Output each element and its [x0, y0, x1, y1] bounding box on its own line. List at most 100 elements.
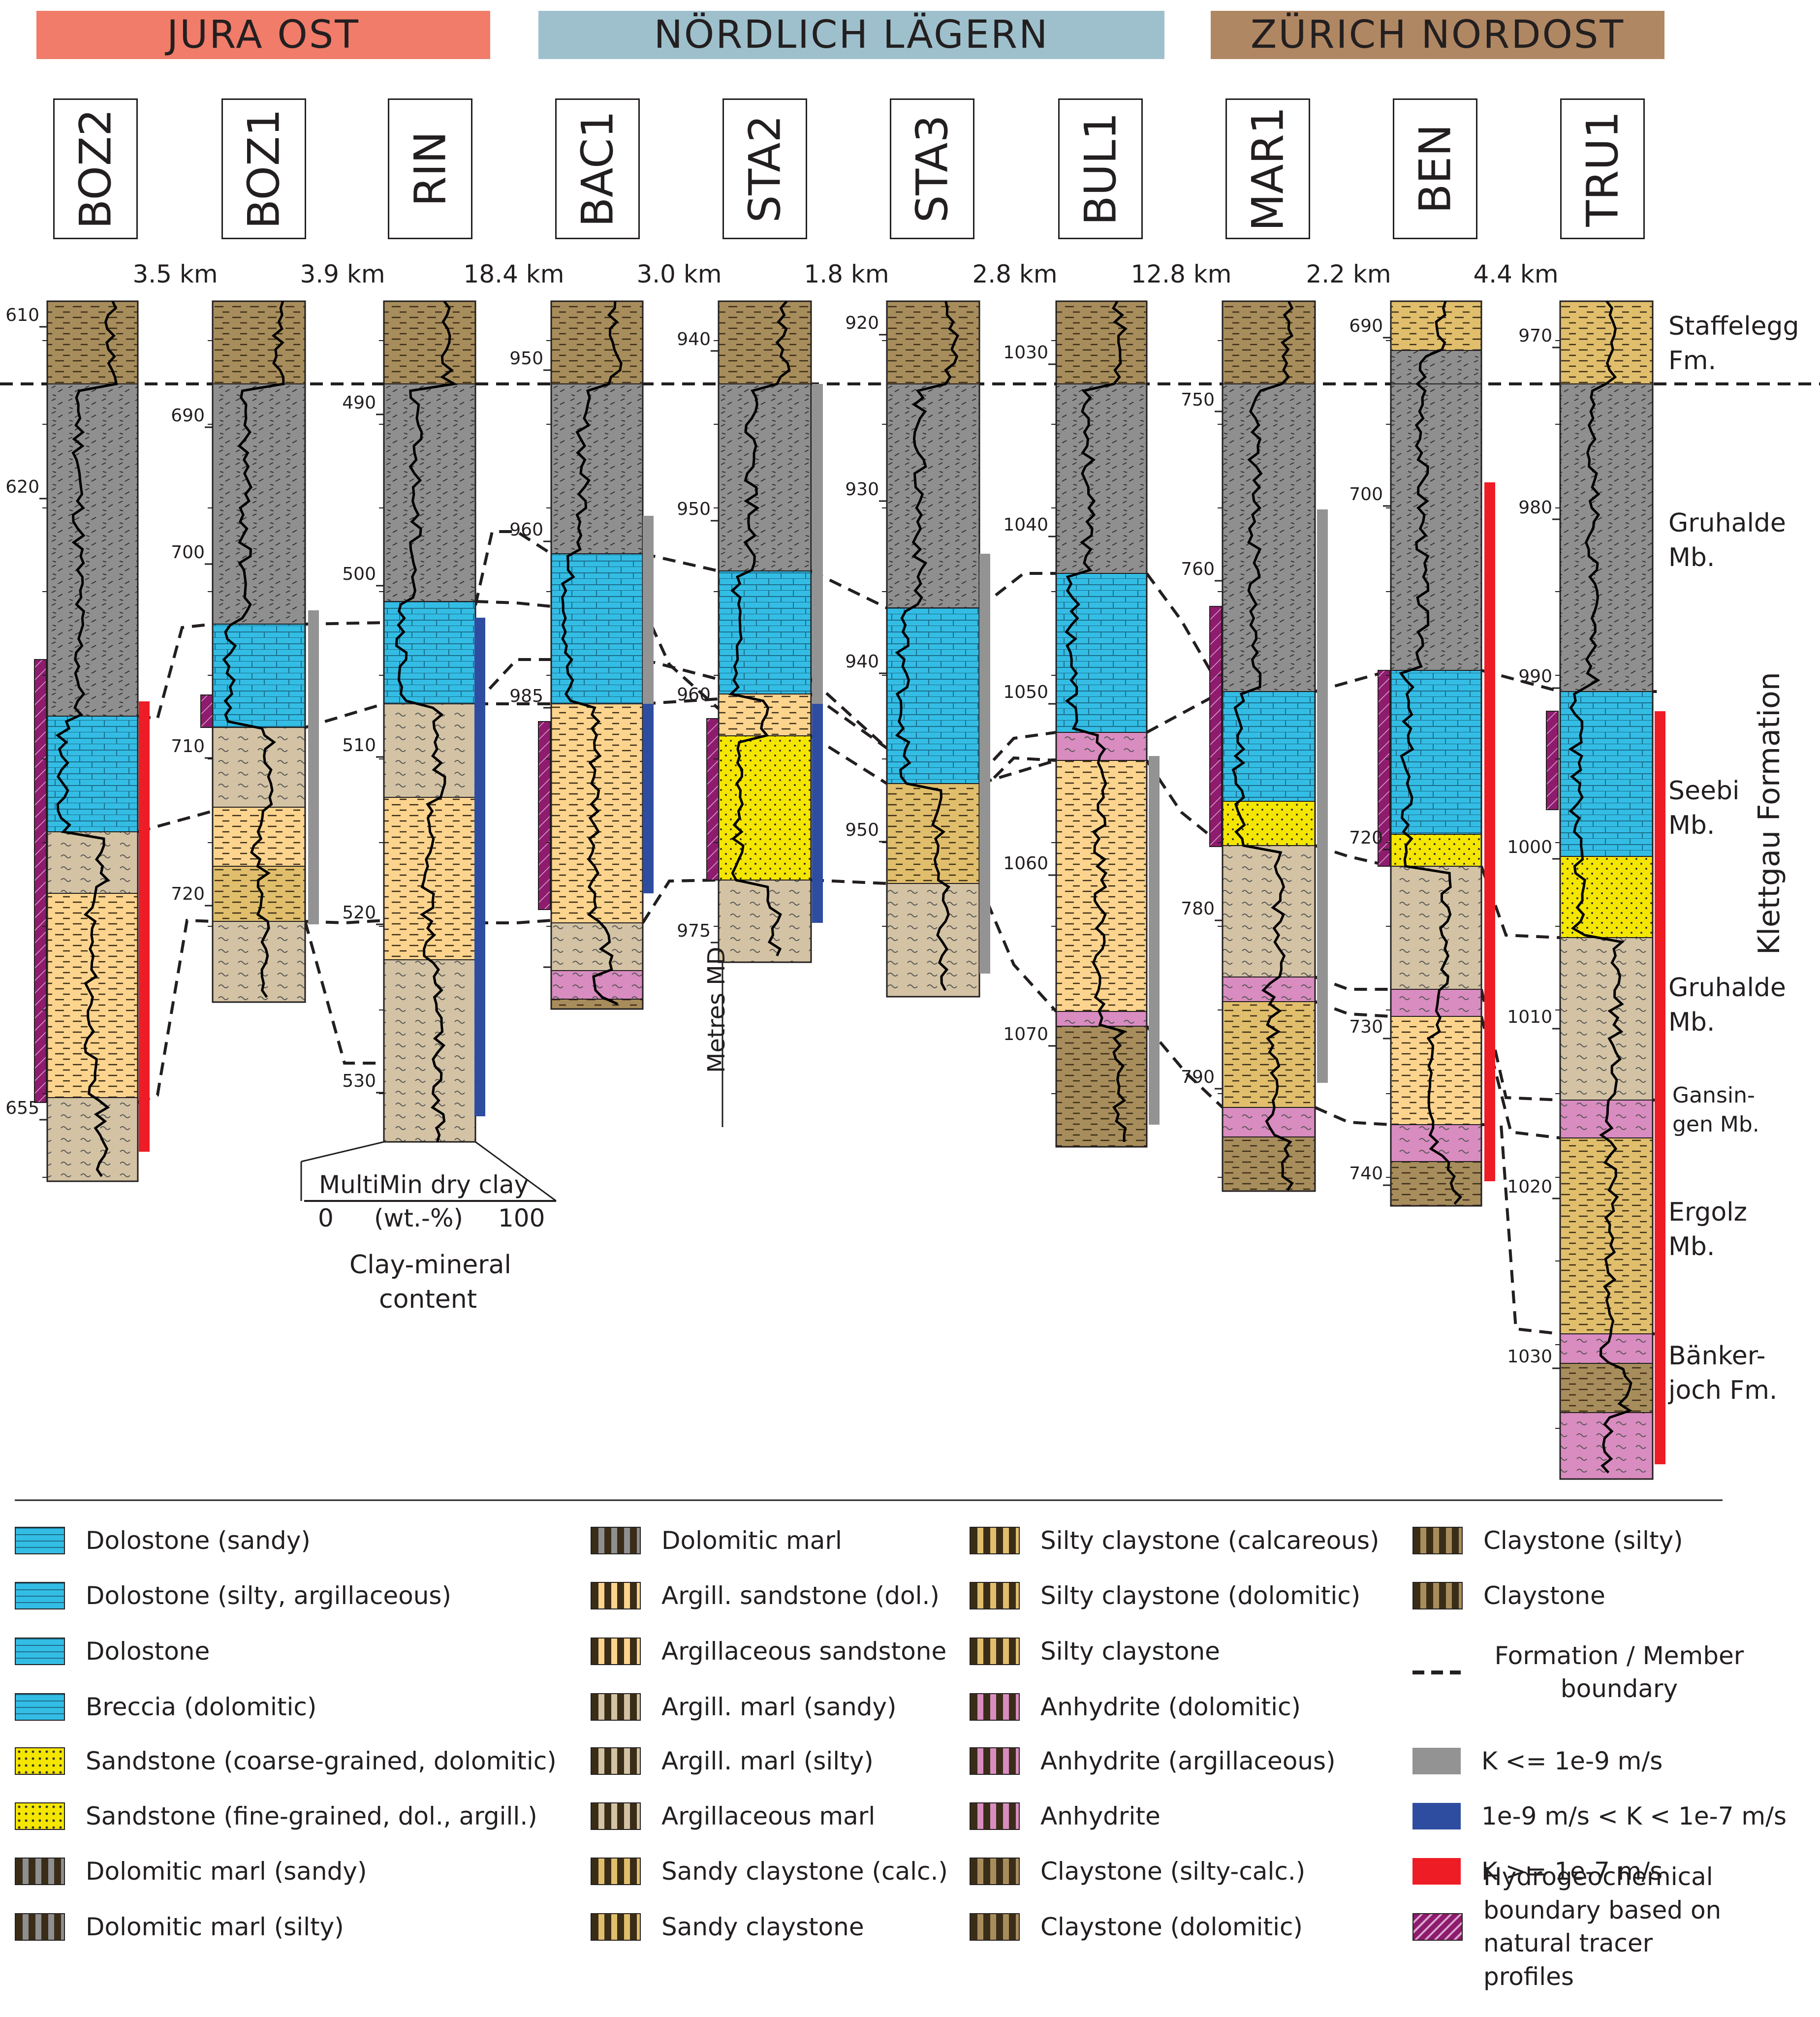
unit-label-baenkerjoch: Bänker-joch Fm. [1668, 1341, 1778, 1406]
legend-swatch [970, 1858, 1020, 1885]
depth-label: 1010 [1507, 1007, 1552, 1027]
legend-label: K <= 1e-9 m/s [1481, 1747, 1663, 1775]
depth-label: 720 [171, 884, 205, 904]
correlation-line [474, 530, 1224, 693]
legend-swatch [1412, 1527, 1463, 1554]
legend-item: Silty claystone [970, 1637, 1220, 1666]
dolostone-layer-pattern [887, 608, 979, 784]
argillaceous-marl-layer-pattern [1391, 866, 1481, 989]
depth-label: 500 [342, 564, 376, 584]
legend-label: 1e-9 m/s < K < 1e-7 m/s [1481, 1802, 1787, 1830]
dolomitic-marl-layer-pattern [47, 384, 138, 716]
depth-label: 730 [1349, 1017, 1383, 1037]
correlation-line [978, 731, 1057, 777]
dolomitic-marl-layer-pattern [887, 384, 979, 608]
depth-label: 980 [1518, 498, 1552, 518]
depth-label: 690 [171, 406, 205, 426]
depth-label: 990 [1518, 666, 1552, 687]
legend-label: Claystone (silty-calc.) [1040, 1857, 1306, 1886]
conductivity-bar-red [1484, 482, 1495, 1181]
claystone-layer-pattern [887, 301, 979, 384]
legend-label: Anhydrite [1040, 1802, 1161, 1830]
correlation-line [305, 919, 384, 925]
well-column-bul1 [1048, 300, 1160, 1148]
legend-label: Dolostone (silty, argillaceous) [86, 1581, 451, 1610]
depth-label: 985 [509, 686, 543, 706]
legend-swatch [1412, 1803, 1461, 1829]
depth-label: 780 [1181, 899, 1215, 919]
legend-swatch [970, 1527, 1020, 1554]
clay-content-curve [55, 300, 118, 1177]
depth-label: 1020 [1507, 1177, 1552, 1197]
legend-label: Claystone (dolomitic) [1040, 1913, 1303, 1941]
argillaceous-sandstone-layer-pattern [719, 694, 811, 736]
legend-item: Hydrogeochemical boundary based on natur… [1412, 1862, 1739, 1991]
well-column-boz1 [200, 300, 319, 1003]
legend-swatch [591, 1913, 641, 1941]
legend-swatch [591, 1858, 641, 1885]
well-label-tru1: TRU1 [1560, 98, 1645, 239]
legend-label: Argill. marl (sandy) [661, 1693, 897, 1721]
well-spacing: 3.0 km [636, 260, 722, 288]
legend-item: Argillaceous sandstone [591, 1637, 946, 1666]
region-banner-zuerich-nordost: ZÜRICH NORDOST [1211, 11, 1664, 59]
depth-label: 1040 [1003, 515, 1048, 535]
depth-label: 510 [342, 735, 376, 756]
depth-label: 740 [1349, 1164, 1383, 1184]
legend-swatch [591, 1582, 641, 1609]
legend-label: Argillaceous sandstone [661, 1637, 947, 1666]
conductivity-bar-gray [308, 610, 319, 924]
legend-item: Dolostone [15, 1637, 210, 1666]
legend-label: Dolostone (sandy) [86, 1526, 311, 1555]
argillaceous-marl-layer-pattern [47, 1098, 138, 1181]
depth-label: 1070 [1003, 1024, 1048, 1044]
dolostone-layer-pattern [551, 554, 643, 704]
dolomitic-marl-layer-pattern [1391, 384, 1481, 670]
legend-item: Formation / Member boundary [1412, 1641, 1757, 1703]
well-column-outline [1559, 300, 1654, 1480]
argillaceous-marl-layer-pattern [213, 727, 305, 807]
legend-swatch [15, 1747, 65, 1775]
legend-label: Claystone (silty) [1483, 1526, 1683, 1555]
well-label-boz1: BOZ1 [221, 98, 306, 239]
scale-connector [301, 1141, 384, 1163]
legend-label: Claystone [1483, 1581, 1605, 1610]
legend-swatch [15, 1582, 65, 1609]
depth-label: 610 [5, 305, 39, 325]
well-column-outline [718, 300, 812, 963]
hydrogeochemical-boundary-bar [1209, 606, 1222, 847]
legend-swatch [15, 1527, 65, 1554]
argillaceous-marl-layer-pattern [213, 921, 305, 1002]
legend-item: Sandstone (fine-grained, dol., argill.) [15, 1801, 537, 1831]
clay-scale-min: 0 [318, 1204, 334, 1232]
well-spacing: 18.4 km [463, 260, 565, 288]
well-column-outline [1222, 300, 1316, 1192]
legend-swatch [1412, 1670, 1461, 1674]
clay-content-curve [895, 301, 960, 991]
depth-label: 710 [171, 736, 205, 756]
depth-label: 720 [1349, 828, 1383, 848]
claystone-layer-pattern [1223, 1137, 1315, 1191]
depth-label: 1060 [1003, 853, 1048, 874]
legend-swatch [591, 1802, 641, 1830]
correlation-line [474, 658, 888, 750]
depth-label: 530 [342, 1071, 376, 1091]
legend-item: Anhydrite (dolomitic) [970, 1692, 1301, 1722]
correlation-line [978, 756, 1057, 794]
hydrogeochemical-boundary-bar [538, 721, 551, 910]
correlation-line [137, 810, 213, 833]
depth-label: 960 [509, 520, 543, 540]
legend-label: Silty claystone [1040, 1637, 1220, 1666]
depth-label: 940 [677, 329, 711, 349]
conductivity-bar-blue [812, 704, 823, 923]
depth-label: 700 [1349, 484, 1383, 504]
unit-label-gruhalde-upper: Gruhalde Mb. [1668, 508, 1786, 573]
argillaceous-sandstone-layer-pattern [1056, 760, 1147, 1011]
well-column-outline [46, 300, 139, 1182]
claystone-layer-pattern [384, 301, 475, 384]
claystone-layer-pattern [1223, 301, 1315, 384]
argillaceous-marl-layer-pattern [47, 832, 138, 893]
claystone-layer-pattern [719, 301, 811, 384]
claystone-layer-pattern [1056, 1026, 1147, 1147]
legend-item: Argill. sandstone (dol.) [591, 1581, 940, 1610]
